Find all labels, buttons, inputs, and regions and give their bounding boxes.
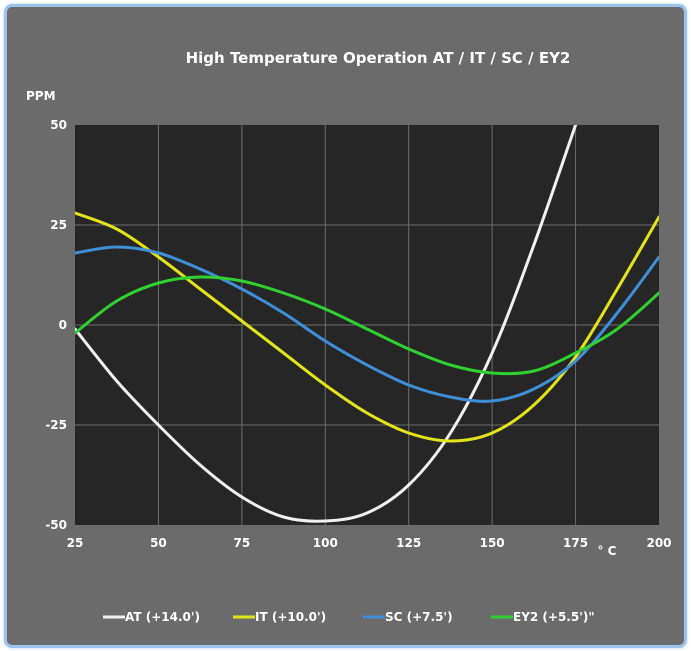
legend-label: AT (+14.0') xyxy=(125,610,200,624)
x-tick-label: 25 xyxy=(67,536,84,550)
legend-item: IT (+10.0') xyxy=(233,610,326,624)
legend-item: SC (+7.5') xyxy=(363,610,453,624)
series-line-1 xyxy=(75,125,578,523)
y-tick-label: 0 xyxy=(59,318,67,332)
series-line-3 xyxy=(75,245,659,403)
x-tick-label: 150 xyxy=(480,536,505,550)
y-tick-label: -50 xyxy=(45,518,67,532)
legend-item: AT (+14.0') xyxy=(103,610,200,624)
series-line-2 xyxy=(75,211,659,443)
legend: AT (+14.0') IT (+10.0') SC (+7.5') EY2 (+5.… xyxy=(103,610,595,624)
x-tick-label: 200 xyxy=(646,536,671,550)
y-axis-label: PPM xyxy=(26,89,56,103)
y-tick-label: 50 xyxy=(50,118,67,132)
series-group xyxy=(75,125,659,523)
y-tick-label: 25 xyxy=(50,218,67,232)
chart-title: High Temperature Operation AT / IT / SC … xyxy=(186,49,571,67)
x-tick-label: 125 xyxy=(396,536,421,550)
legend-label: EY2 (+5.5')" xyxy=(513,610,595,624)
legend-label: SC (+7.5') xyxy=(385,610,453,624)
series-line-4 xyxy=(75,275,659,376)
legend-label: IT (+10.0') xyxy=(255,610,326,624)
x-tick-label: 175 xyxy=(563,536,588,550)
x-axis-label: ° C xyxy=(597,544,616,558)
y-tick-label: -25 xyxy=(45,418,67,432)
legend-item: EY2 (+5.5')" xyxy=(491,610,595,624)
chart-svg: High Temperature Operation AT / IT / SC … xyxy=(26,49,672,624)
x-tick-label: 50 xyxy=(150,536,167,550)
x-tick-label: 100 xyxy=(313,536,338,550)
x-tick-label: 75 xyxy=(234,536,251,550)
chart-frame: High Temperature Operation AT / IT / SC … xyxy=(4,4,687,648)
